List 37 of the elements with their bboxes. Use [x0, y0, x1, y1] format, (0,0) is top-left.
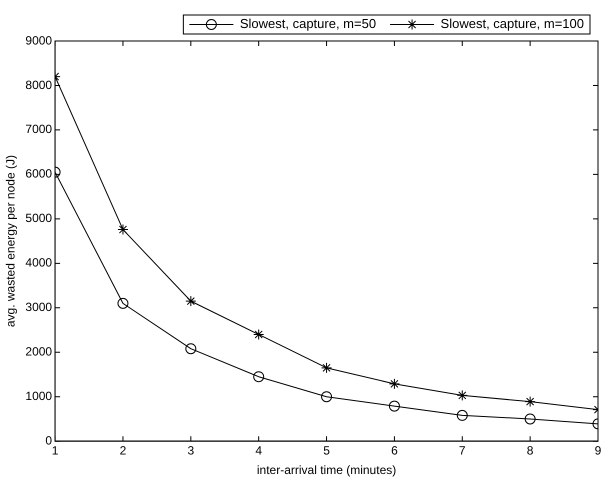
point	[388, 400, 400, 412]
y-tick-label: 3000	[25, 300, 52, 314]
y-tick-label: 5000	[25, 211, 52, 226]
y-tick-label: 6000	[25, 166, 52, 181]
x-tick-label: 5	[323, 444, 330, 458]
y-axis-title: avg. wasted energy per node (J)	[4, 155, 18, 328]
x-tick-label: 1	[52, 444, 59, 458]
y-tick-label: 1000	[25, 389, 52, 404]
point	[388, 378, 400, 390]
x-tick-label: 9	[594, 444, 602, 458]
point	[524, 413, 536, 424]
x-tick-label: 2	[120, 444, 127, 458]
point	[524, 396, 536, 408]
x-tick-label: 4	[255, 444, 262, 458]
y-tick-label: 7000	[25, 122, 52, 136]
point	[456, 390, 468, 401]
point	[253, 371, 264, 382]
x-tick-label: 3	[187, 444, 194, 458]
legend-label: Slowest, capture, m=100	[440, 16, 584, 32]
point	[185, 343, 196, 354]
y-tick-label: 0	[45, 434, 52, 448]
x-axis-title: inter-arrival time (minutes)	[256, 463, 396, 478]
point	[456, 410, 468, 421]
x-tick-label: 8	[526, 444, 534, 458]
x-tick-label: 6	[391, 444, 398, 458]
point	[117, 298, 128, 309]
y-tick-label: 9000	[25, 33, 52, 48]
point	[185, 296, 196, 307]
y-tick-label: 8000	[25, 78, 52, 92]
y-tick-label: 4000	[25, 256, 52, 270]
x-tick-label: 7	[458, 444, 466, 458]
point	[321, 362, 332, 374]
point	[253, 328, 264, 340]
y-tick-label: 2000	[25, 344, 52, 359]
point	[321, 391, 332, 402]
point	[117, 224, 128, 236]
legend-label: Slowest, capture, m=50	[240, 16, 376, 32]
